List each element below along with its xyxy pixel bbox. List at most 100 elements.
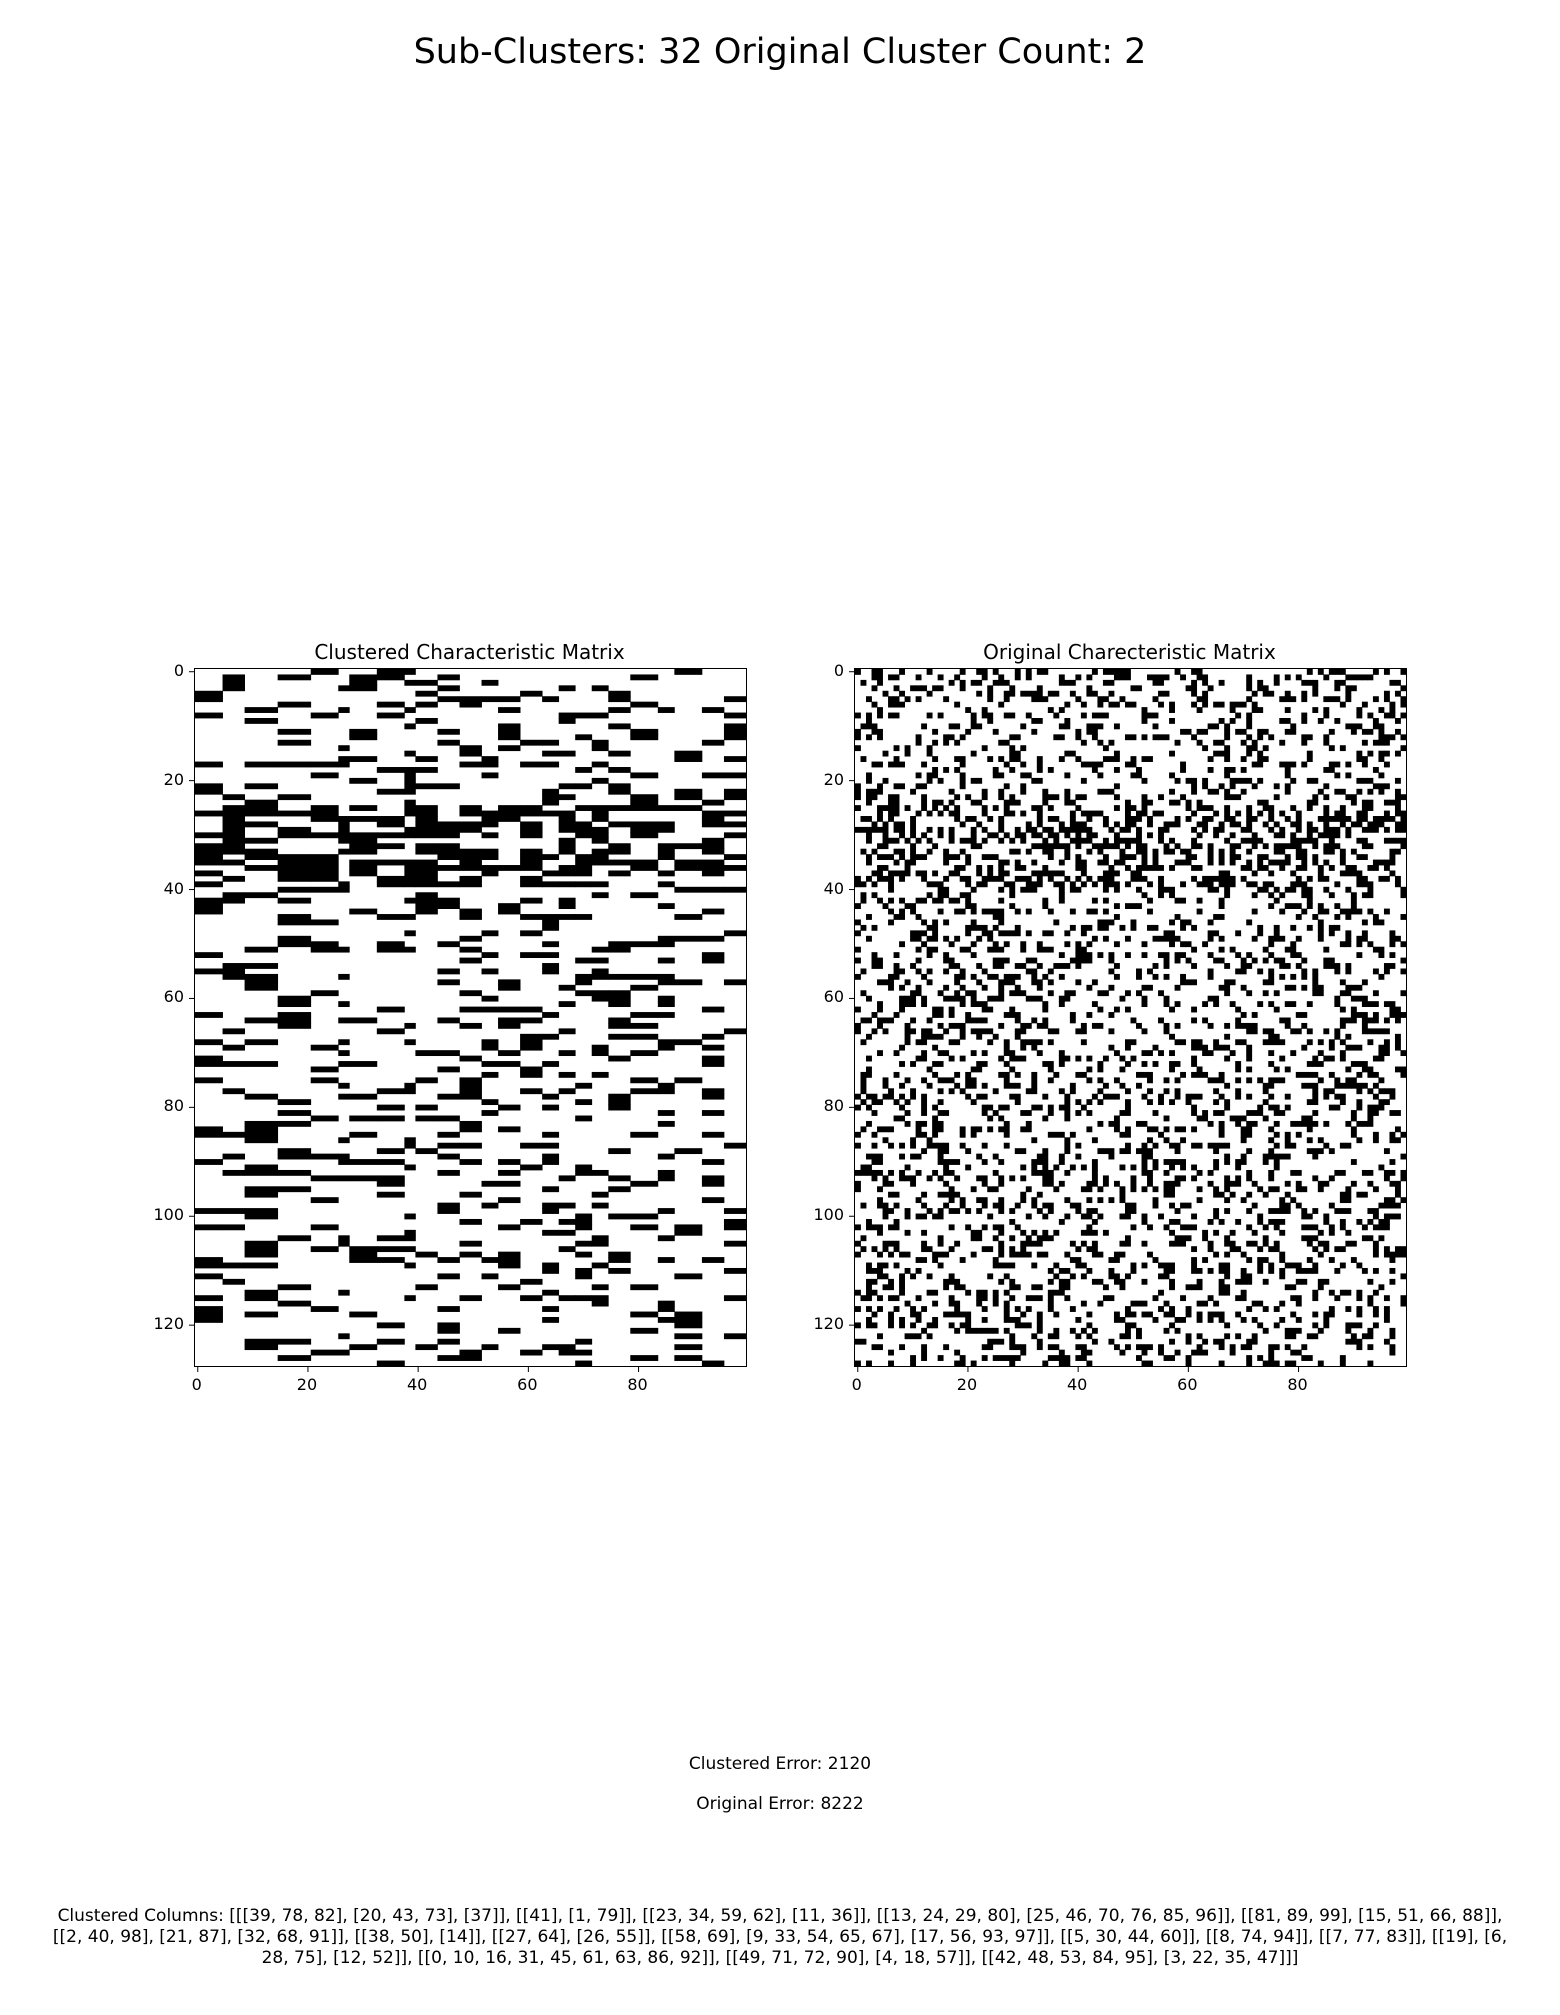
heatmap-cell [882, 690, 889, 697]
heatmap-cell [1158, 1050, 1164, 1057]
heatmap-cell [498, 1224, 521, 1231]
heatmap-cell [1268, 1001, 1275, 1008]
heatmap-cell [932, 1142, 939, 1149]
heatmap-cell [998, 816, 1005, 822]
heatmap-cell [904, 1164, 911, 1171]
heatmap-cell [1224, 788, 1231, 795]
heatmap-cell [404, 1295, 416, 1302]
heatmap-cell [1268, 1262, 1275, 1269]
heatmap-cell [1334, 669, 1341, 675]
heatmap-cell [1207, 968, 1214, 975]
heatmap-cell [1279, 1300, 1286, 1307]
heatmap-cell [1003, 1327, 1010, 1334]
heatmap-cell [1218, 1093, 1225, 1100]
heatmap-cell [1268, 941, 1275, 948]
heatmap-cell [1152, 679, 1159, 686]
heatmap-cell [855, 1306, 861, 1312]
heatmap-cell [1367, 1066, 1374, 1073]
heatmap-cell [1240, 1159, 1247, 1165]
heatmap-cell [310, 941, 339, 948]
heatmap-cell [1202, 1338, 1209, 1345]
heatmap-cell [1124, 843, 1131, 850]
heatmap-cell [998, 995, 1005, 1002]
heatmap-cell [1312, 914, 1319, 920]
heatmap-cell [1047, 1175, 1054, 1182]
heatmap-cell [882, 865, 889, 871]
heatmap-cell [1257, 865, 1264, 871]
heatmap-cell [222, 1044, 245, 1051]
heatmap-cell [1152, 854, 1159, 860]
heatmap-cell [926, 1246, 933, 1253]
heatmap-cell [1047, 1344, 1054, 1351]
heatmap-cell [910, 788, 917, 795]
heatmap-cell [948, 1039, 955, 1046]
heatmap-cell [1383, 816, 1390, 822]
heatmap-cell [277, 701, 312, 708]
heatmap-cell [877, 788, 883, 795]
heatmap-cell [310, 772, 339, 779]
heatmap-cell [1158, 810, 1164, 817]
heatmap-cell [591, 1300, 609, 1307]
heatmap-cell [1262, 1153, 1269, 1160]
heatmap-cell [970, 1017, 977, 1024]
heatmap-cell [932, 728, 939, 735]
heatmap-cell [871, 1131, 878, 1138]
heatmap-cell [1080, 777, 1087, 784]
heatmap-cell [437, 1066, 460, 1073]
heatmap-cell [926, 690, 933, 697]
heatmap-cell [1036, 761, 1043, 768]
heatmap-cell [630, 941, 659, 948]
heatmap-cell [915, 990, 922, 997]
heatmap-cell [893, 1191, 900, 1198]
heatmap-cell [904, 1077, 911, 1084]
heatmap-cell [415, 1251, 438, 1258]
heatmap-cell [1312, 973, 1319, 980]
heatmap-cell [915, 854, 922, 860]
heatmap-cell [882, 1175, 889, 1182]
heatmap-cell [1191, 777, 1198, 784]
heatmap-cell [1075, 805, 1082, 811]
heatmap-cell [1312, 1055, 1319, 1062]
heatmap-cell [1014, 826, 1021, 833]
heatmap-cell [1207, 1316, 1214, 1323]
heatmap-cell [1367, 881, 1374, 888]
heatmap-cell [893, 952, 900, 959]
heatmap-cell [1036, 1327, 1043, 1334]
heatmap-cell [926, 1273, 933, 1280]
heatmap-cell [437, 728, 460, 735]
heatmap-cell [1108, 701, 1115, 708]
heatmap-cell [1180, 1039, 1186, 1046]
heatmap-cell [1158, 935, 1164, 942]
heatmap-cell [1058, 886, 1065, 893]
heatmap-cell [1031, 826, 1038, 833]
heatmap-cell [1279, 1202, 1286, 1209]
heatmap-cell [1273, 1360, 1280, 1367]
heatmap-cell [1036, 995, 1043, 1002]
heatmap-cell [657, 941, 675, 948]
heatmap-cell [459, 745, 482, 752]
heatmap-cell [1268, 1344, 1275, 1351]
heatmap-cell [1345, 968, 1352, 975]
heatmap-cell [1323, 843, 1330, 850]
heatmap-cell [481, 696, 499, 703]
heatmap-cell [1036, 1295, 1043, 1302]
heatmap-cell [910, 854, 917, 860]
heatmap-cell [575, 1169, 593, 1176]
heatmap-cell [1180, 794, 1186, 801]
heatmap-cell [1378, 750, 1385, 757]
heatmap-cell [1169, 1262, 1175, 1269]
heatmap-cell [1196, 728, 1203, 735]
heatmap-cell [1383, 1017, 1390, 1024]
heatmap-cell [910, 1360, 917, 1367]
heatmap-cell [1102, 897, 1109, 904]
heatmap-cell [1152, 973, 1159, 980]
heatmap-cell [459, 1126, 482, 1133]
heatmap-cell [959, 968, 966, 975]
heatmap-cell [943, 1278, 950, 1285]
heatmap-cell [1339, 908, 1346, 915]
heatmap-cell [1113, 837, 1120, 844]
heatmap-cell [1367, 750, 1374, 757]
heatmap-cell [1163, 674, 1170, 681]
heatmap-cell [1174, 1088, 1181, 1095]
heatmap-cell [1240, 984, 1247, 991]
